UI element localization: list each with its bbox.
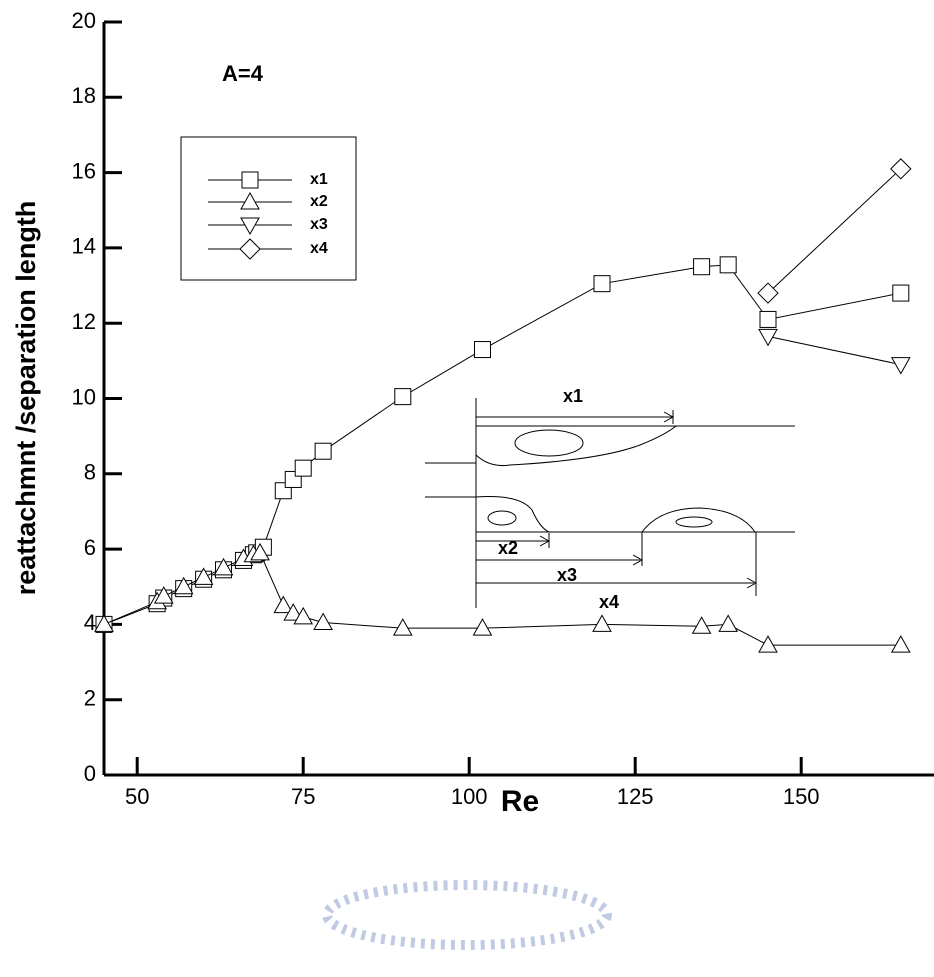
marker — [173, 576, 194, 595]
marker — [691, 616, 712, 634]
inset-label: x2 — [498, 538, 518, 558]
marker — [758, 328, 778, 347]
annotation: A=4 — [222, 61, 264, 86]
marker — [213, 557, 234, 576]
x-axis-title: Re — [501, 785, 539, 818]
marker — [273, 595, 294, 614]
y-tick-label: 10 — [72, 384, 96, 409]
y-axis-title: reattachmnt /separation length — [11, 201, 41, 596]
y-tick-label: 8 — [84, 460, 96, 485]
legend-marker — [240, 191, 260, 210]
legend-label: x2 — [310, 193, 328, 210]
y-tick-label: 6 — [84, 535, 96, 560]
inset-separation — [475, 496, 550, 533]
y-tick-label: 20 — [72, 8, 96, 33]
marker — [757, 282, 779, 304]
inset-label: x4 — [599, 592, 619, 612]
inset-separation — [475, 425, 677, 466]
marker — [592, 614, 612, 632]
inset-label: x1 — [563, 386, 583, 406]
y-tick-label: 16 — [72, 158, 96, 183]
legend-frame — [180, 136, 357, 281]
y-tick-label: 18 — [72, 83, 96, 108]
x-tick-label: 50 — [125, 784, 149, 809]
marker — [153, 586, 174, 604]
marker — [890, 158, 912, 180]
marker — [472, 618, 493, 636]
y-tick-label: 4 — [84, 610, 96, 635]
marker — [392, 618, 413, 636]
inset-label: x3 — [557, 565, 577, 585]
legend-label: x3 — [310, 216, 328, 233]
marker — [718, 614, 739, 632]
inset-vortex — [487, 510, 517, 526]
legend-marker — [239, 238, 261, 260]
marker — [313, 612, 333, 631]
series-line — [767, 168, 902, 294]
legend-marker — [240, 217, 260, 236]
marker — [193, 567, 214, 585]
x-tick-label: 75 — [291, 784, 315, 809]
marker — [719, 256, 737, 274]
legend-label: x4 — [310, 240, 328, 257]
marker — [890, 357, 911, 375]
marker — [394, 388, 412, 406]
y-tick-label: 2 — [84, 686, 96, 711]
marker — [250, 542, 270, 561]
x-tick-label: 100 — [451, 784, 488, 809]
watermark — [322, 880, 612, 950]
y-tick-label: 14 — [72, 234, 96, 259]
marker — [294, 459, 312, 477]
marker — [758, 635, 778, 653]
legend-marker — [241, 171, 259, 189]
marker — [473, 341, 491, 359]
legend-label: x1 — [310, 171, 328, 188]
y-tick-label: 0 — [84, 761, 96, 786]
x-tick-label: 125 — [617, 784, 654, 809]
x-tick-label: 150 — [783, 784, 820, 809]
series-line — [767, 335, 901, 366]
marker — [94, 614, 114, 632]
marker — [890, 635, 911, 653]
inset-vortex — [675, 516, 713, 528]
marker — [759, 310, 777, 328]
inset-arrowhead — [539, 535, 758, 589]
inset-vortex — [514, 429, 584, 457]
marker — [892, 284, 910, 302]
marker — [593, 275, 611, 293]
watermark-ring — [322, 880, 612, 950]
marker — [293, 606, 314, 625]
inset-wall — [425, 496, 795, 533]
y-tick-label: 12 — [72, 309, 96, 334]
marker — [314, 442, 332, 460]
inset-separation — [641, 507, 756, 533]
marker — [283, 603, 304, 621]
marker — [693, 258, 711, 276]
inset-wall — [425, 425, 795, 464]
inset-diagram — [425, 398, 795, 608]
legend-box — [180, 136, 357, 281]
